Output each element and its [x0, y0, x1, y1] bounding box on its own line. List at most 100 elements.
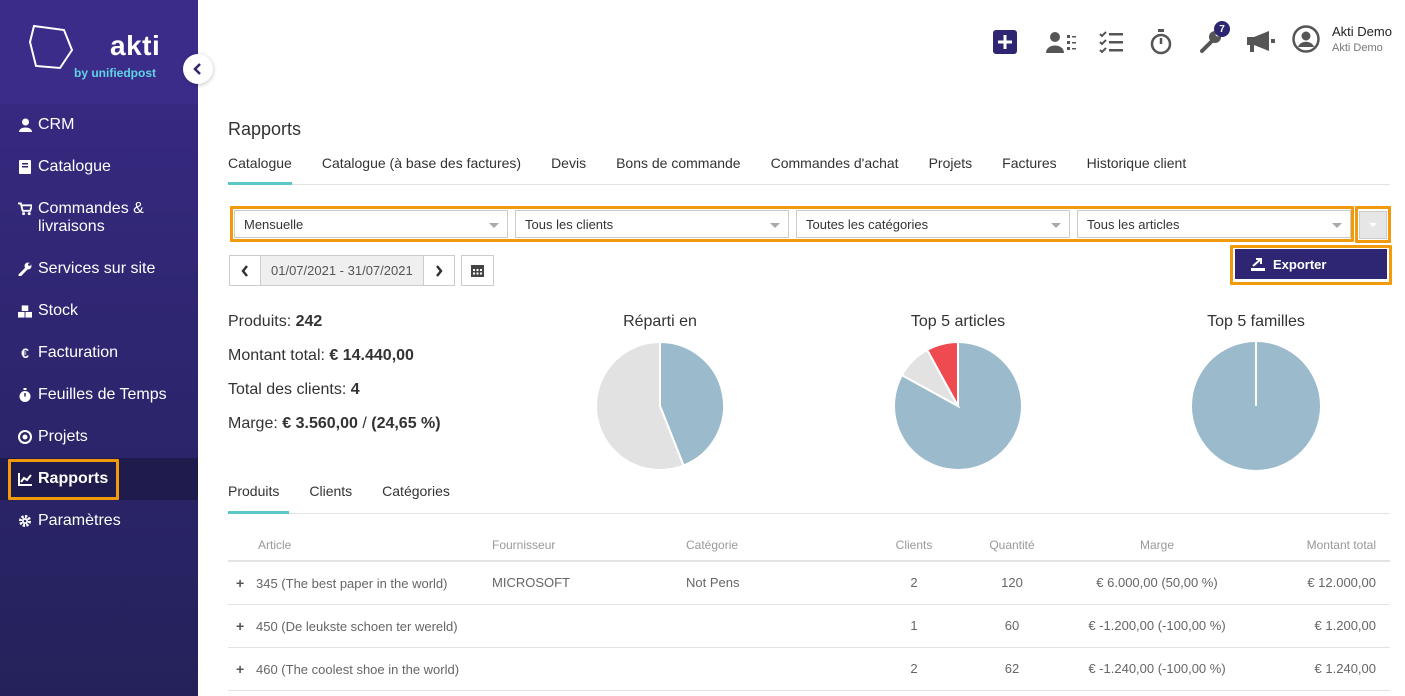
stat-marge: Marge: € 3.560,00 / (24,65 %): [228, 415, 441, 449]
col-clients[interactable]: Clients: [864, 530, 964, 562]
stat-value: € 14.440,00: [329, 347, 414, 364]
products-table: Article Fournisseur Catégorie Clients Qu…: [228, 530, 1390, 691]
next-period-button[interactable]: [422, 255, 455, 286]
wrench-icon: [18, 262, 32, 276]
pie-slice[interactable]: [595, 341, 685, 471]
user-menu[interactable]: Akti Demo Akti Demo: [1292, 24, 1392, 54]
articles-select[interactable]: Tous les articles: [1077, 210, 1351, 238]
categories-select[interactable]: Toutes les catégories: [796, 210, 1070, 238]
chevron-down-icon: [1051, 223, 1061, 228]
tab-devis[interactable]: Devis: [551, 155, 587, 171]
cell-fournisseur: [492, 604, 686, 648]
col-fournisseur[interactable]: Fournisseur: [492, 530, 686, 562]
sidebar-item-parametres[interactable]: Paramètres: [0, 500, 198, 542]
tab-produits[interactable]: Produits: [228, 481, 290, 514]
chart-title-top5-familles: Top 5 familles: [1207, 313, 1305, 330]
export-label: Exporter: [1273, 256, 1327, 272]
tab-catalogue[interactable]: Catalogue: [228, 153, 292, 185]
chevron-left-icon: [241, 264, 248, 277]
plus-square-icon: [993, 30, 1017, 54]
sidebar-item-crm[interactable]: CRM: [0, 104, 198, 146]
stat-label: Total des clients:: [228, 381, 347, 398]
brand[interactable]: akti by unifiedpost: [0, 0, 198, 104]
date-range[interactable]: 01/07/2021 - 31/07/2021: [261, 255, 423, 286]
tab-projets[interactable]: Projets: [928, 155, 973, 171]
cell-article: +450 (De leukste schoen ter wereld): [228, 604, 492, 648]
sidebar-item-facturation[interactable]: € Facturation: [0, 332, 198, 374]
tab-categories[interactable]: Catégories: [382, 483, 450, 499]
target-icon: [18, 430, 32, 444]
user-avatar-icon: [1292, 25, 1320, 53]
stat-value: 242: [295, 313, 323, 330]
cell-clients: 2: [864, 561, 964, 605]
sidebar-item-label: Paramètres: [38, 512, 121, 529]
sidebar-item-feuilles[interactable]: Feuilles de Temps: [0, 374, 198, 416]
chevron-right-icon: [435, 264, 443, 277]
col-montant-total[interactable]: Montant total: [1254, 530, 1390, 562]
stat-montant-total: Montant total: € 14.440,00: [228, 347, 441, 381]
timer-button[interactable]: [1146, 27, 1176, 57]
period-select[interactable]: Mensuelle: [234, 210, 508, 238]
megaphone-icon: [1247, 31, 1275, 52]
add-button[interactable]: [990, 27, 1020, 57]
cell-marge: € 6.000,00 (50,00 %): [1060, 561, 1254, 605]
euro-icon: €: [21, 345, 29, 361]
collapse-sidebar-button[interactable]: [183, 54, 213, 84]
sidebar-item-commandes[interactable]: Commandes & livraisons: [0, 188, 198, 248]
table-row[interactable]: +345 (The best paper in the world) MICRO…: [228, 561, 1390, 605]
sidebar-item-services[interactable]: Services sur site: [0, 248, 198, 290]
tasks-button[interactable]: [1096, 27, 1126, 57]
cell-marge: € -1.240,00 (-100,00 %): [1060, 647, 1254, 691]
col-quantite[interactable]: Quantité: [964, 530, 1060, 562]
stat-separator: /: [362, 415, 367, 432]
cell-categorie: Not Pens: [686, 561, 864, 605]
pie-slice[interactable]: [893, 341, 1023, 471]
expand-plus-icon[interactable]: +: [236, 617, 245, 634]
sidebar-item-catalogue[interactable]: Catalogue: [0, 146, 198, 188]
actions-dropdown-button[interactable]: [1359, 211, 1387, 239]
pie-chart-reparti: [595, 341, 725, 471]
article-text: 345 (The best paper in the world): [256, 575, 448, 591]
chevron-down-icon: [489, 223, 499, 228]
user-icon: [18, 118, 32, 132]
announcements-button[interactable]: [1246, 27, 1276, 57]
tab-factures[interactable]: Factures: [1002, 155, 1057, 171]
tab-historique-client[interactable]: Historique client: [1086, 155, 1187, 171]
contacts-button[interactable]: [1046, 27, 1076, 57]
sidebar-item-label: CRM: [38, 116, 75, 133]
date-navigator: 01/07/2021 - 31/07/2021: [229, 255, 455, 286]
expand-plus-icon[interactable]: +: [236, 660, 245, 677]
table-row[interactable]: +450 (De leukste schoen ter wereld) 1 60…: [228, 604, 1390, 648]
tab-commandes-achat[interactable]: Commandes d'achat: [770, 155, 899, 171]
tab-clients[interactable]: Clients: [309, 483, 353, 499]
pie-slice[interactable]: [925, 341, 959, 407]
stopwatch-icon: [18, 388, 32, 402]
previous-period-button[interactable]: [229, 255, 261, 286]
cell-fournisseur: [492, 647, 686, 691]
sidebar-item-stock[interactable]: Stock: [0, 290, 198, 332]
chart-title-reparti: Réparti en: [623, 313, 697, 330]
export-button[interactable]: Exporter: [1235, 249, 1387, 279]
calendar-button[interactable]: [461, 255, 494, 286]
sidebar-item-projets[interactable]: Projets: [0, 416, 198, 458]
tab-catalogue-factures[interactable]: Catalogue (à base des factures): [321, 155, 522, 171]
cell-clients: 2: [864, 647, 964, 691]
clients-select[interactable]: Tous les clients: [515, 210, 789, 238]
cell-montant: € 1.240,00: [1254, 647, 1390, 691]
stat-produits: Produits: 242: [228, 313, 441, 347]
chevron-down-icon: [770, 223, 780, 228]
col-article[interactable]: Article: [228, 530, 492, 562]
stat-value: 4: [350, 381, 360, 398]
pie-slice[interactable]: [659, 341, 725, 467]
expand-plus-icon[interactable]: +: [236, 574, 245, 591]
col-marge[interactable]: Marge: [1060, 530, 1254, 562]
sidebar-item-rapports[interactable]: Rapports: [0, 458, 198, 500]
tab-bons-de-commande[interactable]: Bons de commande: [616, 155, 741, 171]
col-categorie[interactable]: Catégorie: [686, 530, 864, 562]
tools-button[interactable]: 7: [1196, 21, 1230, 57]
chevron-left-icon: [193, 63, 201, 75]
categories-select-value: Toutes les catégories: [806, 217, 929, 232]
table-row[interactable]: +460 (The coolest shoe in the world) 2 6…: [228, 647, 1390, 691]
header-toolbar: 7: [990, 21, 1296, 58]
stat-value: € 3.560,00: [282, 415, 358, 432]
